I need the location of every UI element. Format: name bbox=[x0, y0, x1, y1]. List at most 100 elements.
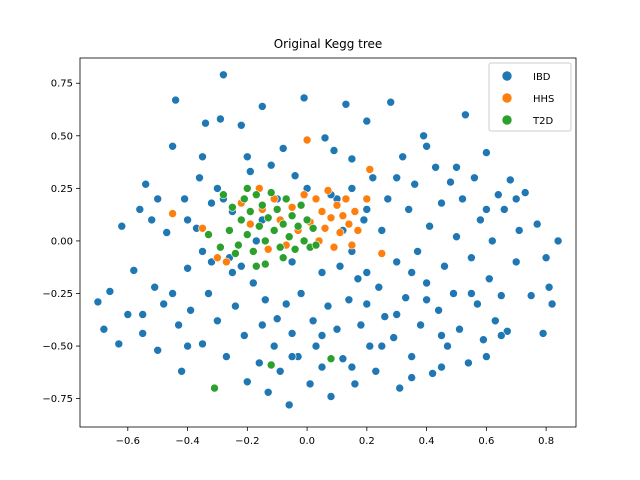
point-ibd-170 bbox=[287, 352, 297, 361]
point-ibd-62 bbox=[323, 301, 333, 311]
point-t2d-7 bbox=[228, 203, 237, 212]
point-ibd-129 bbox=[538, 329, 548, 338]
point-hhs-30 bbox=[365, 165, 375, 174]
point-hhs-1 bbox=[198, 224, 207, 233]
point-ibd-19 bbox=[180, 194, 189, 204]
point-ibd-50 bbox=[281, 299, 291, 309]
point-t2d-34 bbox=[204, 230, 213, 239]
point-ibd-90 bbox=[407, 352, 417, 361]
point-ibd-30 bbox=[219, 70, 228, 80]
point-ibd-21 bbox=[186, 305, 195, 315]
point-ibd-31 bbox=[222, 352, 231, 361]
point-t2d-3 bbox=[260, 259, 270, 269]
point-ibd-37 bbox=[243, 377, 252, 387]
point-ibd-39 bbox=[249, 278, 258, 288]
point-ibd-36 bbox=[240, 331, 249, 340]
x-tick-label: −0.4 bbox=[175, 436, 199, 447]
point-ibd-13 bbox=[159, 299, 168, 309]
y-tick-label: −0.25 bbox=[42, 289, 73, 300]
point-ibd-66 bbox=[335, 261, 345, 271]
point-ibd-43 bbox=[260, 295, 270, 305]
point-ibd-166 bbox=[496, 331, 506, 340]
point-t2d-9 bbox=[237, 215, 246, 225]
point-ibd-58 bbox=[308, 316, 318, 326]
point-hhs-11 bbox=[287, 203, 297, 212]
point-t2d-38 bbox=[311, 240, 321, 250]
point-ibd-9 bbox=[141, 179, 150, 189]
point-ibd-143 bbox=[317, 268, 327, 277]
point-ibd-28 bbox=[213, 316, 222, 326]
point-ibd-156 bbox=[422, 142, 431, 151]
point-ibd-108 bbox=[461, 110, 470, 120]
point-ibd-115 bbox=[482, 148, 491, 157]
point-hhs-13 bbox=[299, 190, 309, 199]
point-ibd-100 bbox=[437, 198, 446, 208]
point-ibd-88 bbox=[401, 293, 411, 303]
point-ibd-137 bbox=[228, 268, 237, 277]
point-ibd-106 bbox=[455, 324, 464, 334]
point-ibd-134 bbox=[183, 215, 192, 225]
y-tick-label: −0.75 bbox=[42, 394, 73, 405]
point-ibd-121 bbox=[499, 205, 509, 214]
point-hhs-0 bbox=[168, 209, 177, 218]
point-ibd-25 bbox=[201, 118, 210, 128]
point-hhs-31 bbox=[377, 249, 387, 258]
point-ibd-44 bbox=[263, 387, 273, 397]
point-ibd-174 bbox=[407, 373, 417, 382]
point-ibd-110 bbox=[467, 253, 476, 263]
point-t2d-35 bbox=[216, 242, 225, 252]
point-t2d-19 bbox=[266, 188, 276, 197]
point-ibd-49 bbox=[278, 144, 288, 153]
point-ibd-80 bbox=[377, 226, 387, 235]
point-ibd-168 bbox=[482, 352, 491, 361]
point-ibd-128 bbox=[532, 219, 542, 229]
point-ibd-57 bbox=[305, 379, 315, 389]
point-ibd-45 bbox=[266, 160, 276, 170]
point-ibd-26 bbox=[204, 289, 213, 298]
point-ibd-64 bbox=[329, 146, 339, 155]
point-ibd-132 bbox=[547, 299, 557, 309]
point-ibd-55 bbox=[296, 289, 306, 298]
point-ibd-175 bbox=[437, 362, 446, 372]
point-ibd-114 bbox=[479, 335, 488, 345]
point-ibd-81 bbox=[380, 312, 390, 321]
point-ibd-103 bbox=[446, 177, 455, 187]
point-ibd-34 bbox=[231, 301, 240, 311]
point-ibd-38 bbox=[246, 167, 255, 176]
point-ibd-165 bbox=[482, 205, 491, 214]
point-ibd-52 bbox=[287, 329, 297, 338]
point-ibd-138 bbox=[243, 152, 252, 162]
point-ibd-157 bbox=[437, 331, 446, 340]
point-ibd-84 bbox=[389, 333, 399, 342]
point-ibd-29 bbox=[216, 114, 225, 124]
point-ibd-125 bbox=[514, 226, 524, 235]
point-hhs-5 bbox=[246, 219, 255, 229]
point-ibd-98 bbox=[431, 163, 440, 172]
point-ibd-118 bbox=[490, 316, 500, 326]
point-ibd-142 bbox=[347, 184, 357, 193]
point-ibd-75 bbox=[362, 116, 372, 126]
point-t2d-2 bbox=[326, 354, 336, 364]
point-ibd-122 bbox=[502, 326, 512, 336]
point-ibd-68 bbox=[341, 100, 351, 109]
point-ibd-107 bbox=[458, 194, 467, 204]
point-hhs-25 bbox=[341, 194, 351, 204]
point-hhs-27 bbox=[350, 207, 360, 216]
point-t2d-18 bbox=[263, 213, 273, 223]
point-ibd-11 bbox=[150, 282, 159, 292]
point-ibd-154 bbox=[392, 173, 402, 183]
point-ibd-69 bbox=[344, 295, 354, 305]
point-ibd-120 bbox=[496, 291, 506, 300]
point-hhs-17 bbox=[317, 207, 327, 216]
point-ibd-87 bbox=[398, 152, 408, 162]
point-ibd-8 bbox=[138, 329, 147, 338]
point-t2d-1 bbox=[266, 360, 276, 370]
point-ibd-48 bbox=[275, 366, 285, 376]
legend-frame bbox=[488, 62, 572, 132]
point-t2d-12 bbox=[246, 207, 255, 216]
point-ibd-76 bbox=[365, 341, 375, 351]
point-ibd-60 bbox=[317, 362, 327, 372]
point-hhs-23 bbox=[335, 228, 345, 237]
point-ibd-83 bbox=[386, 97, 396, 107]
point-ibd-82 bbox=[383, 194, 393, 204]
